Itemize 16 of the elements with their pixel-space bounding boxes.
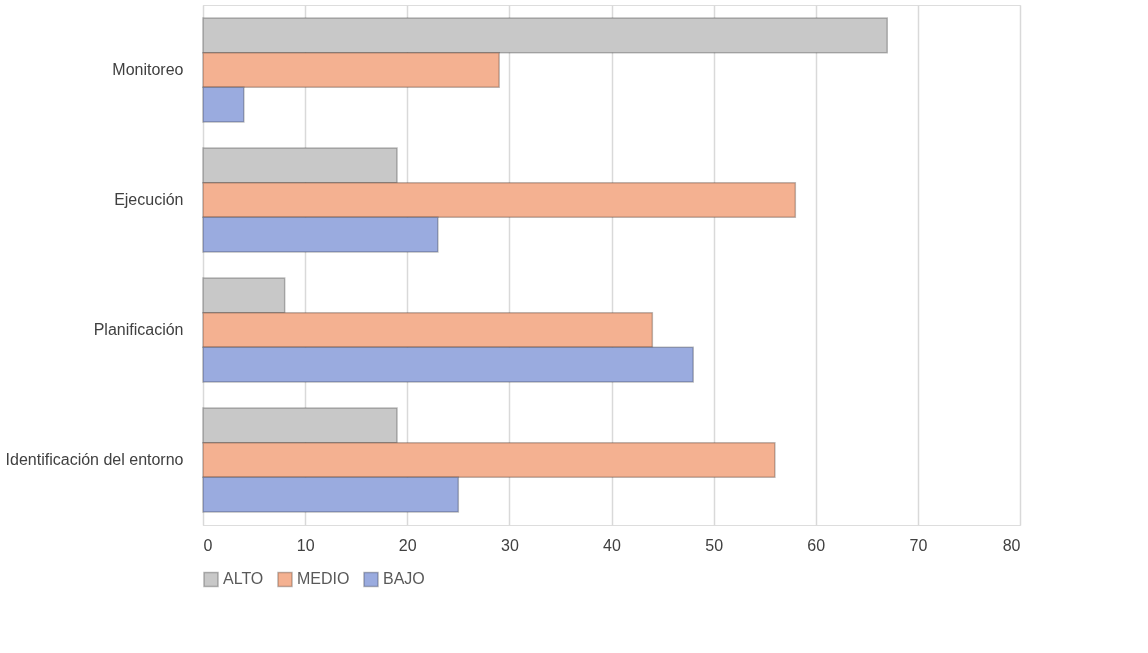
x-tick-label: 10 — [296, 536, 315, 554]
x-tick-label: 70 — [909, 536, 928, 554]
x-tick-label: 80 — [1002, 536, 1021, 554]
x-tick-label: 0 — [203, 536, 213, 554]
x-tick-label: 60 — [807, 536, 826, 554]
x-tick-label: 20 — [398, 536, 417, 554]
x-tick-label: 50 — [705, 536, 724, 554]
y-tick-label: Monitoreo — [112, 61, 184, 78]
legend-label: MEDIO — [297, 570, 350, 588]
x-tick-label: 30 — [500, 536, 519, 554]
y-tick-label: Ejecución — [114, 191, 184, 208]
y-tick-label: Identificación del entorno — [5, 451, 184, 468]
legend-label: ALTO — [223, 570, 264, 588]
legend-label: BAJO — [383, 570, 425, 588]
y-tick-label: Planificación — [93, 321, 184, 338]
x-tick-label: 40 — [603, 536, 621, 554]
